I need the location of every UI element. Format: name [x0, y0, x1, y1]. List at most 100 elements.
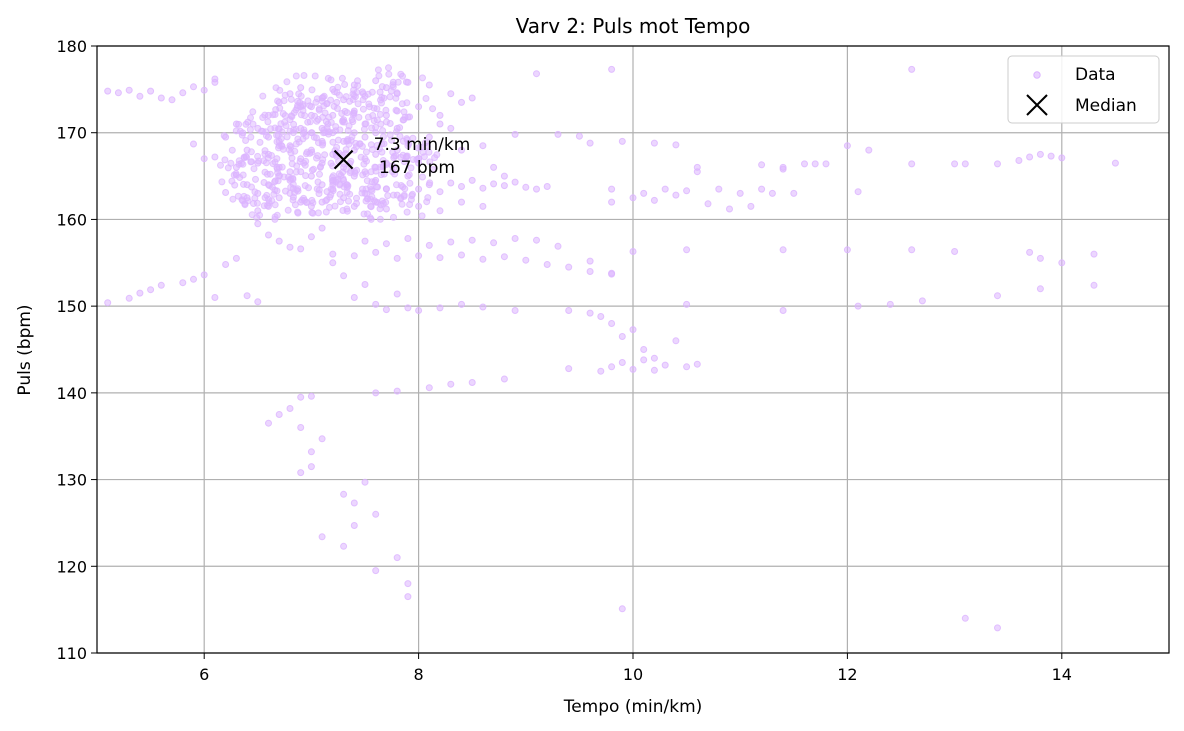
data-point — [479, 255, 487, 263]
data-point — [327, 185, 335, 193]
data-point — [368, 193, 376, 201]
data-point — [333, 98, 341, 106]
data-point — [289, 175, 297, 183]
data-point — [661, 185, 669, 193]
data-point — [490, 163, 498, 171]
y-tick-label: 120 — [56, 557, 87, 576]
data-point — [302, 172, 310, 180]
data-point — [286, 243, 294, 251]
data-point — [296, 99, 304, 107]
data-point — [399, 151, 407, 159]
data-point — [350, 252, 358, 260]
data-point — [1047, 152, 1055, 160]
data-point — [1090, 281, 1098, 289]
legend-label-data: Data — [1075, 65, 1116, 85]
data-point — [319, 156, 327, 164]
data-point — [136, 289, 144, 297]
data-point — [479, 184, 487, 192]
data-point — [608, 65, 616, 73]
data-point — [354, 82, 362, 90]
data-point — [886, 300, 894, 308]
y-tick-label: 150 — [56, 297, 87, 316]
data-point — [415, 252, 423, 260]
data-point — [274, 97, 282, 105]
data-point — [490, 180, 498, 188]
data-point — [349, 118, 357, 126]
data-point — [342, 165, 350, 173]
data-point — [168, 96, 176, 104]
data-point — [431, 154, 439, 162]
data-point — [843, 246, 851, 254]
data-point — [271, 158, 279, 166]
data-point — [337, 198, 344, 206]
data-point — [243, 292, 251, 300]
data-point — [200, 86, 208, 94]
data-point — [392, 128, 400, 136]
y-tick-label: 160 — [56, 210, 87, 229]
data-point — [271, 178, 279, 186]
data-point — [344, 136, 352, 143]
median-marker-stroke-2 — [333, 149, 354, 170]
data-point — [264, 118, 272, 126]
data-point — [232, 254, 240, 262]
data-point — [379, 127, 387, 135]
data-point — [640, 189, 648, 197]
data-point — [283, 78, 291, 86]
data-point — [361, 133, 369, 141]
data-point — [715, 185, 723, 193]
data-point — [300, 128, 308, 136]
data-point — [254, 220, 262, 228]
y-tick-label: 140 — [56, 384, 87, 403]
data-point — [104, 87, 112, 95]
data-point — [543, 183, 551, 190]
data-point — [319, 113, 327, 121]
data-point — [801, 160, 808, 168]
data-point — [357, 153, 365, 161]
data-point — [447, 380, 455, 388]
data-point — [397, 194, 405, 202]
data-point — [422, 95, 430, 102]
data-point — [275, 194, 283, 202]
data-point — [329, 259, 337, 267]
data-point — [402, 78, 410, 86]
data-point — [228, 146, 236, 154]
data-point — [338, 74, 346, 82]
data-point — [408, 192, 416, 200]
data-point — [294, 209, 302, 217]
data-point — [157, 281, 165, 289]
data-point — [361, 281, 369, 288]
legend: Data Median — [1007, 55, 1160, 124]
data-point — [393, 89, 401, 97]
data-point — [415, 202, 423, 210]
data-point — [342, 93, 350, 101]
data-point — [565, 263, 573, 271]
x-axis-label: Tempo (min/km) — [563, 697, 703, 717]
data-point — [200, 155, 208, 163]
annotation-line-1: 7.3 min/km — [374, 135, 471, 155]
data-point — [672, 141, 680, 149]
data-point — [236, 127, 244, 135]
data-point — [393, 290, 401, 298]
data-point — [331, 202, 339, 210]
data-point — [384, 192, 392, 200]
data-point — [436, 120, 444, 128]
data-point — [768, 189, 776, 197]
data-point — [382, 205, 390, 213]
data-point — [359, 105, 367, 113]
data-point — [240, 154, 248, 162]
data-point — [287, 112, 295, 120]
data-point — [618, 359, 626, 366]
data-point — [429, 105, 437, 113]
data-point — [608, 320, 616, 327]
data-point — [693, 168, 701, 176]
data-point — [908, 246, 916, 254]
data-point — [704, 200, 712, 208]
data-point — [307, 172, 315, 180]
data-point — [247, 158, 255, 166]
data-point — [479, 202, 487, 210]
data-point — [125, 86, 133, 94]
data-point — [420, 153, 428, 161]
data-point — [854, 302, 862, 310]
data-point — [500, 172, 508, 180]
